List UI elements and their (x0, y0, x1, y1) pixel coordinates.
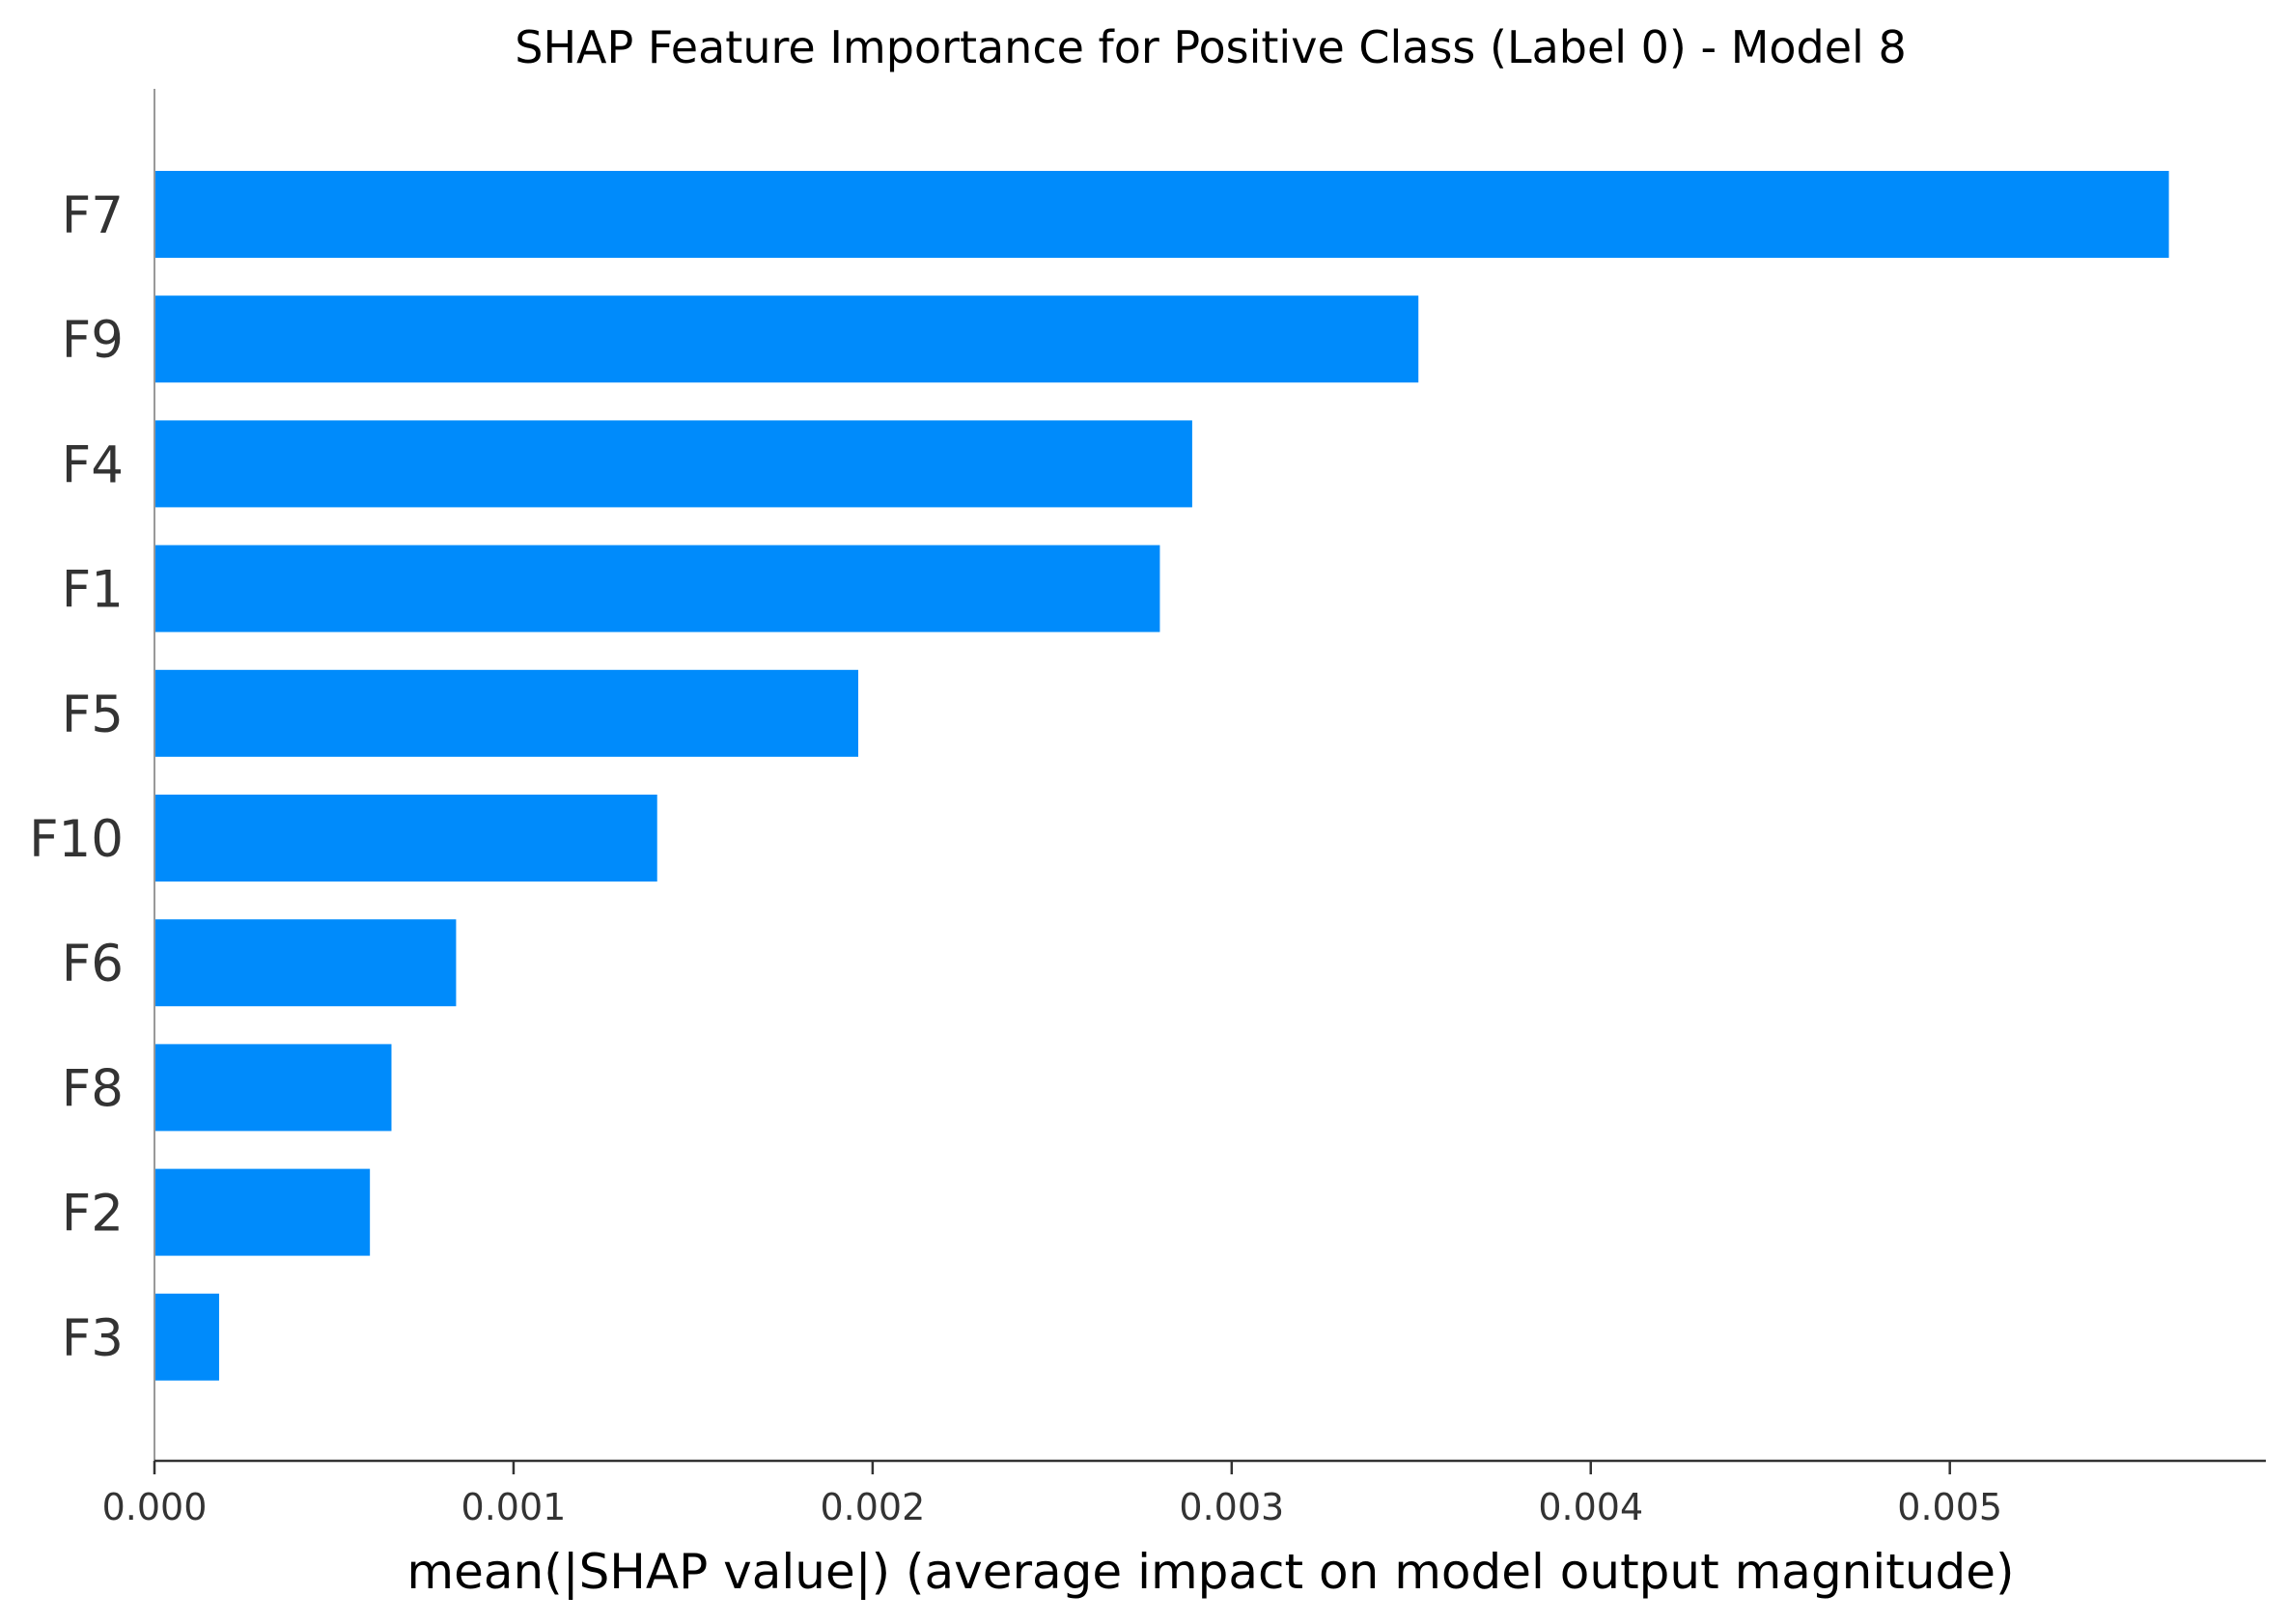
x-tick-label: 0.001 (461, 1486, 567, 1528)
x-tick-label: 0.000 (102, 1486, 208, 1528)
x-tick-label: 0.003 (1179, 1486, 1284, 1528)
bar-f5 (154, 669, 858, 757)
x-ticks: 0.000 0.001 0.002 0.003 0.004 0.005 (102, 1461, 2002, 1528)
bar-f9 (154, 295, 1419, 383)
x-tick-label: 0.005 (1897, 1486, 2002, 1528)
x-tick-label: 0.004 (1538, 1486, 1643, 1528)
bar-f7 (154, 171, 2169, 258)
y-tick-label-f4: F4 (62, 435, 124, 494)
y-tick-label-f10: F10 (29, 810, 124, 869)
y-tick-label-f5: F5 (62, 686, 124, 744)
x-tick-label: 0.002 (820, 1486, 925, 1528)
bar-f3 (154, 1293, 219, 1381)
bars-group (154, 171, 2169, 1381)
y-tick-label-f8: F8 (62, 1059, 124, 1118)
chart-title: SHAP Feature Importance for Positive Cla… (515, 21, 1906, 73)
bar-f10 (154, 795, 657, 882)
y-tick-label-f6: F6 (62, 935, 124, 994)
y-tick-label-f2: F2 (62, 1185, 124, 1244)
y-tick-label-f7: F7 (62, 186, 124, 245)
bar-f2 (154, 1168, 371, 1256)
bar-f4 (154, 420, 1192, 508)
y-tick-label-f3: F3 (62, 1309, 124, 1368)
bar-f6 (154, 919, 457, 1007)
y-tick-label-f9: F9 (62, 311, 124, 370)
bar-f1 (154, 545, 1160, 632)
bar-f8 (154, 1044, 392, 1132)
y-tick-labels: F7 F9 F4 F1 F5 F10 F6 F8 F2 F3 (29, 186, 124, 1368)
x-axis-label: mean(|SHAP value|) (average impact on mo… (406, 1544, 2014, 1600)
y-tick-label-f1: F1 (62, 561, 124, 620)
